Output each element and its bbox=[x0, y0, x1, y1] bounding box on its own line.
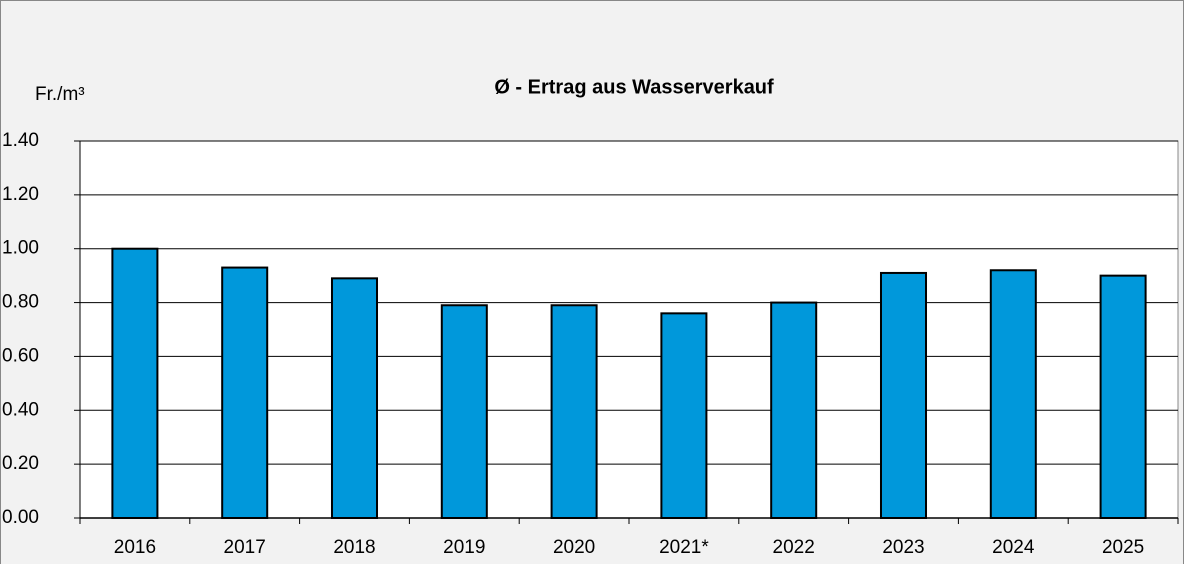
x-tick-label: 2016 bbox=[114, 537, 156, 558]
bar bbox=[660, 312, 708, 520]
bar bbox=[989, 269, 1037, 519]
y-tick-label: 1.00 bbox=[2, 238, 39, 259]
x-tick-label: 2022 bbox=[773, 537, 815, 558]
bar bbox=[330, 277, 379, 520]
y-tick-label: 0.80 bbox=[2, 292, 39, 313]
y-tick-label: 0.20 bbox=[2, 453, 39, 474]
bar bbox=[879, 271, 928, 520]
y-tick-label: 1.40 bbox=[2, 130, 39, 151]
y-tick-label: 0.40 bbox=[2, 399, 39, 420]
bar bbox=[221, 266, 269, 520]
bar bbox=[770, 301, 818, 520]
y-tick-label: 1.20 bbox=[2, 184, 39, 205]
x-tick-label: 2025 bbox=[1102, 537, 1144, 558]
bar bbox=[1099, 274, 1147, 519]
x-tick-label: 2024 bbox=[992, 537, 1035, 558]
x-tick-label: 2019 bbox=[443, 537, 485, 558]
bar bbox=[111, 247, 159, 519]
bar bbox=[550, 304, 598, 519]
x-tick-label: 2017 bbox=[224, 537, 266, 558]
x-tick-label: 2018 bbox=[333, 537, 375, 558]
x-tick-label: 2021* bbox=[659, 537, 709, 558]
bar bbox=[440, 304, 488, 519]
y-tick-label: 0.60 bbox=[2, 345, 39, 366]
x-tick-label: 2020 bbox=[553, 537, 595, 558]
chart-title: Ø - Ertrag aus Wasserverkauf bbox=[494, 76, 774, 98]
y-tick-label: 0.00 bbox=[2, 507, 39, 528]
y-axis-label: Fr./m³ bbox=[35, 84, 85, 105]
x-tick-label: 2023 bbox=[882, 537, 924, 558]
